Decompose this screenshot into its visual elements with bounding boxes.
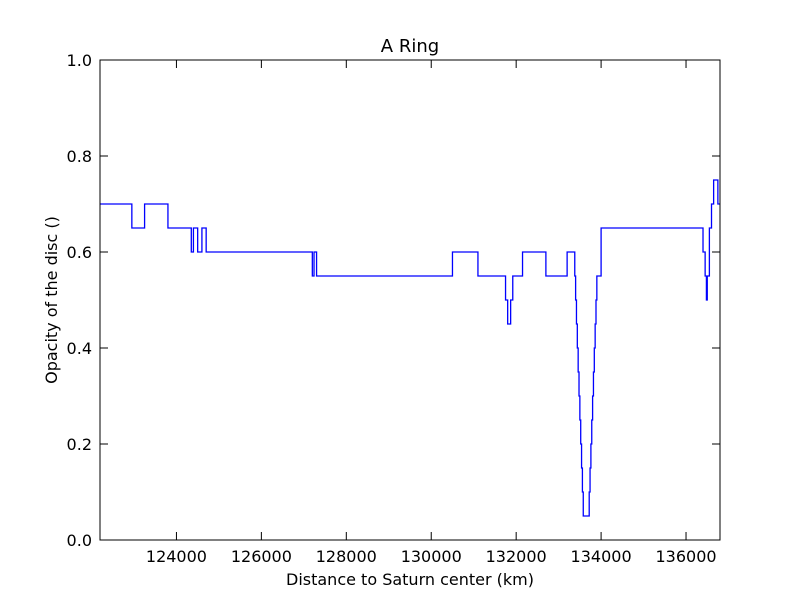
y-axis-ticks: 0.0 0.2 0.4 0.6 0.8 1.0	[67, 51, 720, 550]
series-layer	[100, 179, 720, 517]
x-tick-label: 134000	[571, 547, 632, 566]
plot-area: 124000 126000 128000 130000 132000 134000 1360…	[67, 51, 721, 566]
y-axis-label: Opacity of the disc ()	[42, 216, 61, 384]
x-tick-label: 124000	[146, 547, 207, 566]
x-tick-label: 128000	[316, 547, 377, 566]
series-line	[100, 179, 720, 517]
x-tick-label: 130000	[401, 547, 462, 566]
x-axis-ticks: 124000 126000 128000 130000 132000 134000 1360…	[146, 60, 717, 566]
y-tick-label: 0.2	[67, 435, 92, 454]
x-tick-label: 136000	[655, 547, 716, 566]
axes-frame	[99, 59, 721, 541]
y-tick-label: 0.6	[67, 243, 92, 262]
y-tick-label: 1.0	[67, 51, 92, 70]
chart-title: A Ring	[381, 36, 439, 57]
y-tick-label: 0.8	[67, 147, 92, 166]
x-tick-label: 126000	[231, 547, 292, 566]
y-tick-label: 0.4	[67, 339, 92, 358]
x-axis-label: Distance to Saturn center (km)	[286, 570, 534, 589]
x-tick-label: 132000	[486, 547, 547, 566]
y-tick-label: 0.0	[67, 531, 92, 550]
